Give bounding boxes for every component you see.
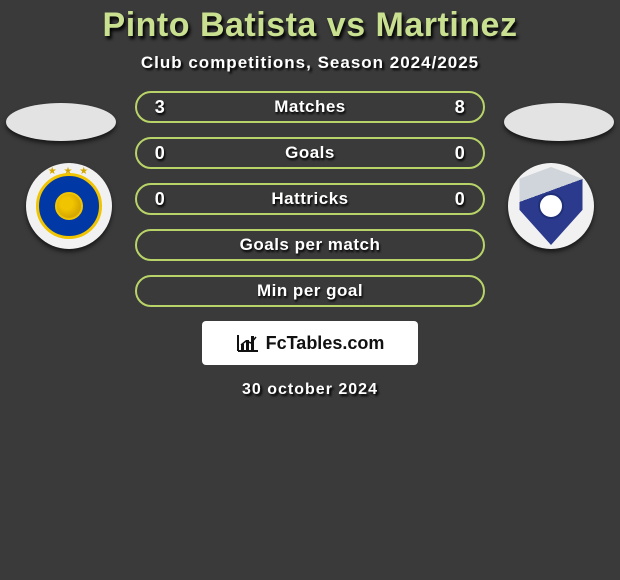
club-badge-left: ★ ★ ★ xyxy=(26,163,112,249)
stat-row: 0 Goals 0 xyxy=(135,137,485,169)
player-photo-right xyxy=(504,103,614,141)
subtitle: Club competitions, Season 2024/2025 xyxy=(0,53,620,73)
stat-right-value: 8 xyxy=(451,97,469,118)
stat-label: Goals xyxy=(285,143,335,163)
date-text: 30 october 2024 xyxy=(0,381,620,399)
stat-row: 0 Hattricks 0 xyxy=(135,183,485,215)
stat-right-value: 0 xyxy=(451,143,469,164)
stats-list: 3 Matches 8 0 Goals 0 0 Hattricks 0 Goal… xyxy=(135,91,485,307)
chart-icon xyxy=(236,333,260,353)
stat-label: Hattricks xyxy=(271,189,348,209)
stat-label: Goals per match xyxy=(240,235,381,255)
club-badge-right xyxy=(508,163,594,249)
stars-icon: ★ ★ ★ xyxy=(26,166,112,177)
stat-row: 3 Matches 8 xyxy=(135,91,485,123)
stat-left-value: 3 xyxy=(151,97,169,118)
stat-label: Min per goal xyxy=(257,281,363,301)
page-title: Pinto Batista vs Martinez xyxy=(0,0,620,45)
stat-left-value: 0 xyxy=(151,189,169,210)
branding-text: FcTables.com xyxy=(266,333,385,354)
comparison-panel: ★ ★ ★ 3 Matches 8 0 Goals 0 0 Hattricks … xyxy=(0,91,620,399)
stat-row: Goals per match xyxy=(135,229,485,261)
stat-right-value: 0 xyxy=(451,189,469,210)
stat-left-value: 0 xyxy=(151,143,169,164)
stat-row: Min per goal xyxy=(135,275,485,307)
branding-box: FcTables.com xyxy=(202,321,418,365)
player-photo-left xyxy=(6,103,116,141)
stat-label: Matches xyxy=(274,97,346,117)
